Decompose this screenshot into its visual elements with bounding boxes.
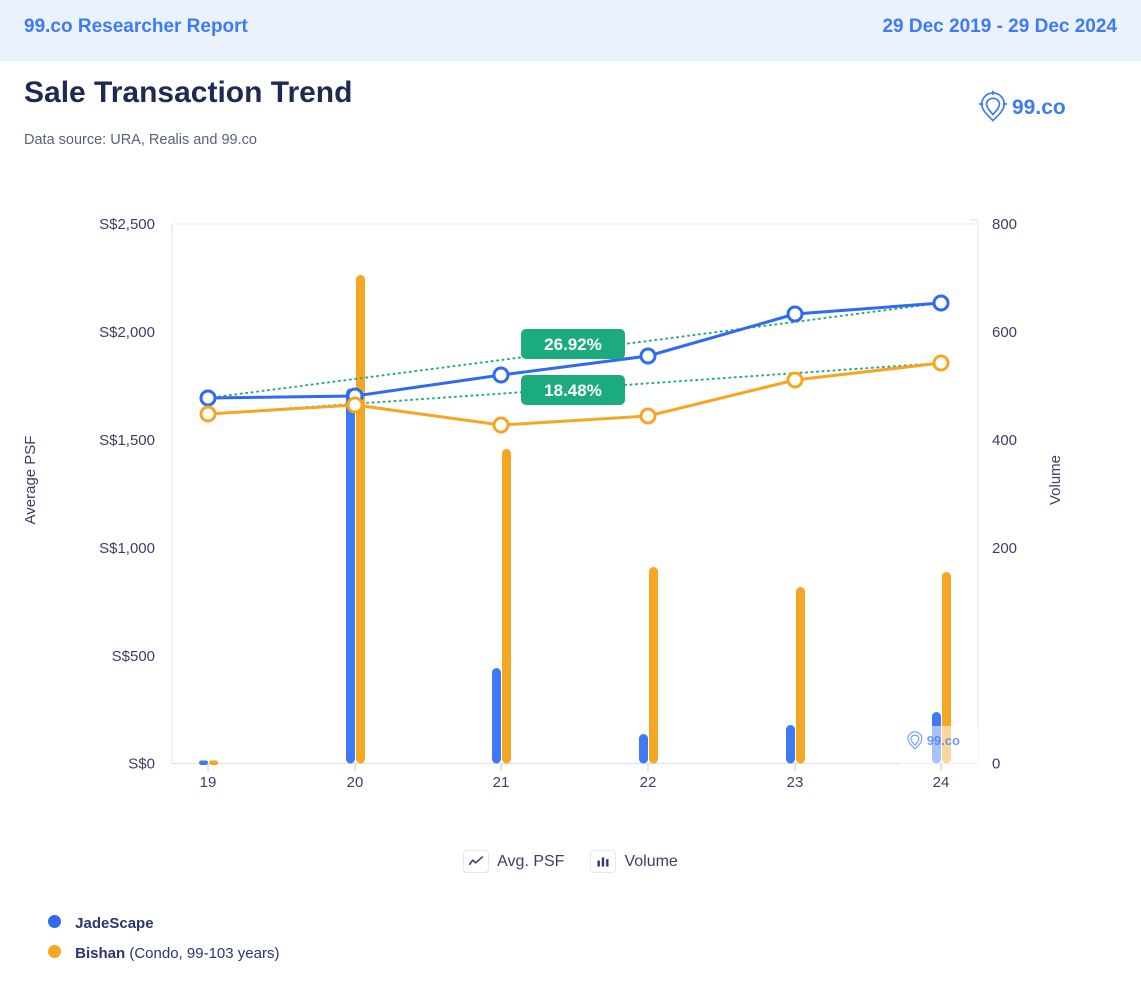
svg-text:99.co: 99.co — [1012, 96, 1066, 119]
svg-text:S$1,000: S$1,000 — [99, 540, 155, 557]
svg-text:19: 19 — [200, 774, 217, 791]
svg-text:18.48%: 18.48% — [544, 381, 602, 400]
svg-text:22: 22 — [640, 774, 657, 791]
svg-text:S$2,500: S$2,500 — [99, 216, 155, 233]
svg-text:S$0: S$0 — [128, 756, 155, 773]
svg-text:S$2,000: S$2,000 — [99, 324, 155, 341]
svg-text:Average PSF: Average PSF — [22, 436, 39, 525]
svg-text:99.co: 99.co — [927, 733, 960, 748]
svg-text:21: 21 — [493, 774, 510, 791]
svg-text:20: 20 — [347, 774, 364, 791]
svg-text:600: 600 — [992, 324, 1017, 341]
svg-text:800: 800 — [992, 216, 1017, 233]
svg-text:23: 23 — [787, 774, 804, 791]
svg-text:S$1,500: S$1,500 — [99, 432, 155, 449]
svg-text:S$500: S$500 — [112, 648, 155, 665]
svg-text:Volume: Volume — [1047, 455, 1064, 505]
svg-text:24: 24 — [933, 774, 950, 791]
svg-text:26.92%: 26.92% — [544, 335, 602, 354]
svg-text:400: 400 — [992, 432, 1017, 449]
svg-text:0: 0 — [992, 756, 1000, 773]
svg-text:200: 200 — [992, 540, 1017, 557]
